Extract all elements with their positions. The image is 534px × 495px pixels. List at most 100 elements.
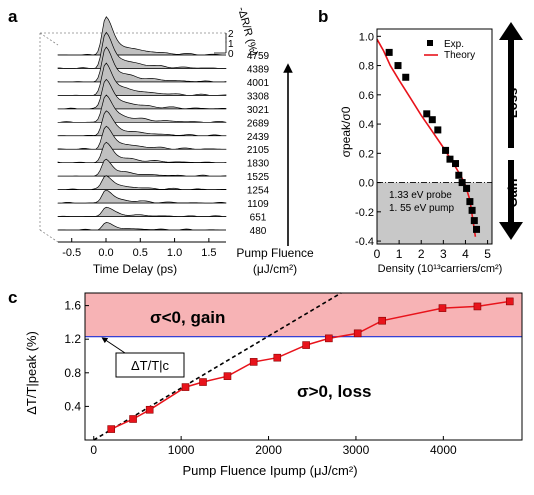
a-z-label: -ΔR/R (%) [235, 6, 260, 58]
fluence-point [505, 297, 514, 306]
experiment-point [452, 160, 460, 168]
b-x-tick-label: 2 [418, 247, 425, 261]
fluence-label-4001: 4001 [247, 78, 270, 89]
fluence-point [325, 334, 333, 343]
legend-exp-marker [427, 40, 433, 46]
legend-exp-label: Exp. [444, 39, 464, 50]
panel-b: b 0 1 2 3 4 5 1.0 0.8 0.6 0.4 0.2 0.0 -0.2 -0.4 1.33 … [318, 7, 523, 275]
fluence-point [302, 341, 310, 349]
b-x-tick-label: 5 [484, 247, 491, 261]
b-x-tick-label: 4 [462, 247, 469, 261]
b-x-tick-label: 0 [374, 247, 381, 261]
c-y-label: ΔT/T|peak (%) [24, 331, 39, 415]
pump-annotation: 1. 55 eV pump [389, 203, 454, 214]
probe-annotation: 1.33 eV probe [389, 190, 452, 201]
fluence-point [273, 353, 282, 362]
experiment-point [434, 126, 442, 134]
b-y-tick-label: 0.4 [359, 119, 374, 131]
trace-1830 [57, 141, 227, 164]
experiment-point [423, 110, 431, 118]
c-plot-frame [84, 292, 523, 441]
threshold-pointer [101, 337, 126, 354]
experiment-point [466, 198, 474, 206]
experiment-point [385, 48, 393, 56]
c-y-tick-label: 0.4 [64, 399, 81, 413]
gain-label: Gain [505, 178, 520, 207]
b-x-label: Density (10¹³carriers/cm²) [378, 263, 503, 275]
trace-2439 [57, 110, 227, 137]
c-x-tick-label: 2000 [255, 443, 282, 457]
fluence-label-2439: 2439 [247, 132, 270, 143]
b-y-tick-label: 0.0 [359, 178, 374, 190]
fluence-label-1830: 1830 [247, 159, 270, 170]
fluence-label-3021: 3021 [247, 105, 270, 116]
a-x-tick-label: 1.5 [201, 247, 216, 259]
b-x-tick-label: 3 [440, 247, 447, 261]
c-x-label: Pump Fluence Ipump (μJ/cm²) [182, 463, 357, 478]
b-y-tick-label: -0.2 [355, 207, 374, 219]
c-x-tick-label: 0 [90, 443, 97, 457]
fluence-label-1109: 1109 [247, 199, 269, 210]
fluence-point [129, 415, 137, 423]
c-y-tick-label: 1.2 [64, 332, 81, 346]
fluence-label-4389: 4389 [247, 64, 270, 75]
experiment-point [455, 171, 463, 179]
fluence-point [249, 358, 258, 366]
c-x-tick-label: 4000 [430, 443, 457, 457]
trace-1254 [57, 175, 227, 190]
experiment-point [428, 116, 436, 124]
fluence-label-2105: 2105 [247, 145, 270, 156]
gain-region-label: σ<0, gain [150, 308, 225, 327]
trace-480 [57, 222, 226, 231]
panel-a-letter: a [8, 7, 18, 26]
c-y-tick-label: 1.6 [64, 299, 81, 313]
legend-theory-label: Theory [444, 50, 475, 61]
experiment-point [442, 146, 450, 154]
b-plot-frame [376, 28, 493, 245]
a-series-unit: (μJ/cm²) [253, 262, 297, 276]
b-y-tick-label: 0.2 [359, 148, 374, 160]
c-ticks: 0 1000 2000 3000 4000 0.4 0.8 1.2 1.6 [64, 299, 457, 457]
fluence-label-2689: 2689 [247, 118, 270, 129]
a-x-tick-label: 0.5 [133, 247, 148, 259]
loss-arrow-head [499, 22, 523, 40]
a-z-tick-1: 1 [228, 39, 234, 50]
panel-b-letter: b [318, 7, 328, 26]
experiment-point [394, 62, 402, 70]
b-y-label: σpeak/σ0 [339, 106, 353, 157]
experiment-point [402, 73, 410, 81]
fluence-label-4759: 4759 [247, 51, 270, 62]
a-series-label: Pump Fluence [236, 246, 314, 260]
gain-region [85, 293, 522, 337]
experiment-points [385, 48, 481, 233]
fluence-label-1254: 1254 [247, 186, 270, 197]
trace-651 [57, 206, 227, 217]
panel-a: a -0.5 0.0 0.5 1.0 1.5 Time Delay (ps) 0 1 2… [8, 6, 314, 276]
panel-c-letter: c [8, 288, 17, 307]
b-ticks: 0 1 2 3 4 5 1.0 0.8 0.6 0.4 0.2 0.0 -0.2 -0.4 [355, 31, 491, 261]
fluence-point [223, 372, 232, 380]
trace-1109 [57, 189, 227, 204]
a-fluence-labels: 4759 4389 4001 3308 3021 2689 2439 2105 1830 1525… [247, 51, 270, 237]
threshold-label: ΔT/T|c [131, 358, 170, 373]
fluence-label-3308: 3308 [247, 91, 270, 102]
threshold-label-box [115, 352, 185, 378]
waterfall-traces [57, 16, 227, 231]
fluence-label-480: 480 [250, 226, 267, 237]
fluence-series-points [107, 297, 514, 433]
fluence-point [199, 378, 207, 386]
experiment-point [473, 225, 481, 233]
fluence-label-651: 651 [250, 213, 267, 224]
a-z-tick-2: 2 [228, 29, 234, 40]
fluence-point [353, 329, 362, 338]
b-y-tick-label: 0.6 [359, 90, 374, 102]
trace-2105 [57, 125, 227, 150]
fluence-label-1525: 1525 [247, 172, 270, 183]
c-x-tick-label: 1000 [168, 443, 195, 457]
trace-4759 [57, 16, 226, 56]
c-y-tick-label: 0.8 [64, 366, 81, 380]
experiment-point [468, 206, 476, 214]
experiment-point [470, 217, 478, 225]
fluence-point [145, 405, 154, 414]
trace-4389 [57, 31, 227, 69]
